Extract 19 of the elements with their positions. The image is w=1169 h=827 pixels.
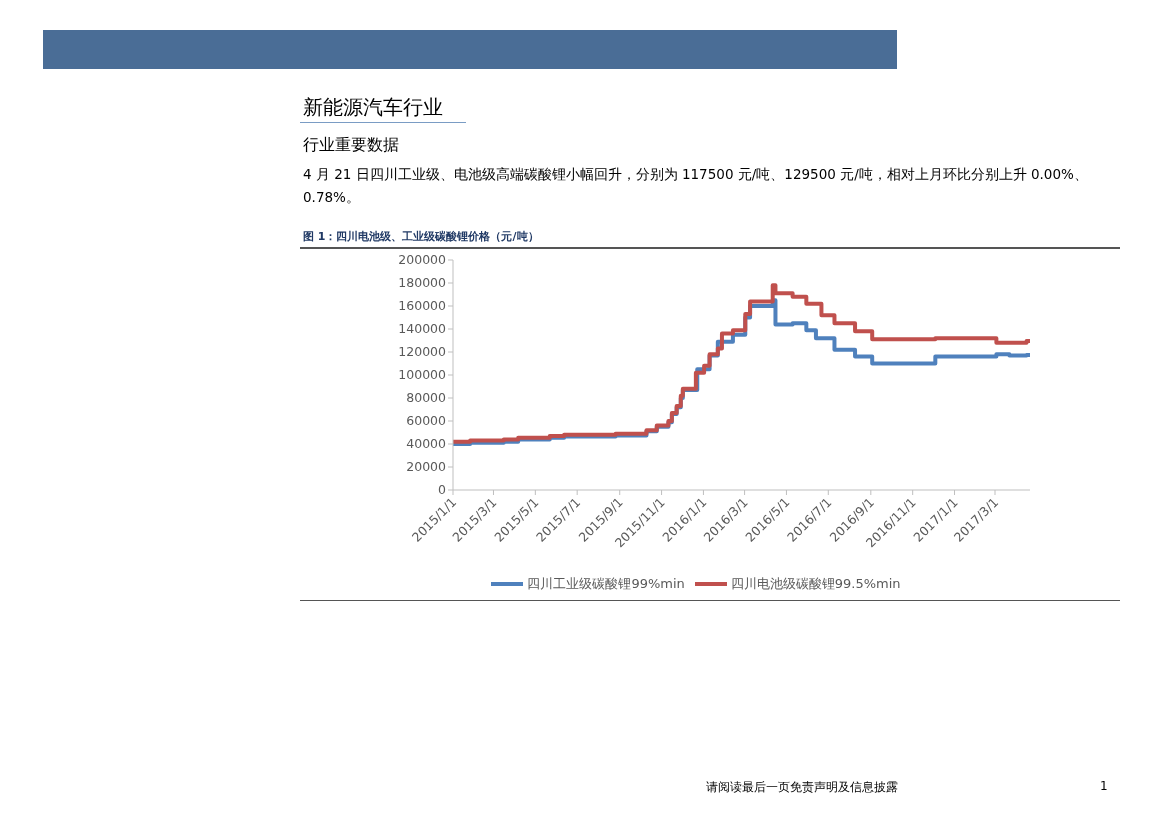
text: 4 月 21 日四川工业级、电池级高端碳酸锂小幅回升，分别为 117500 元/吨、129500 元/吨，相对上月环比分别上升 0.00%、0.78%。 xyxy=(303,165,1089,207)
text: 请阅读最后一页免责声明及信息披露 xyxy=(706,779,898,796)
y-tick-label: 0 xyxy=(438,482,447,498)
y-tick-label: 180000 xyxy=(398,275,447,291)
text: 新能源汽车行业 xyxy=(303,94,443,121)
text: 行业重要数据 xyxy=(303,135,399,156)
y-tick-label: 120000 xyxy=(398,344,447,360)
legend-label: 四川电池级碳酸锂99.5%min xyxy=(730,575,901,591)
y-tick-label: 160000 xyxy=(398,298,447,314)
y-tick-label: 80000 xyxy=(406,390,447,406)
y-tick-label: 40000 xyxy=(406,436,447,452)
chart-title: 图 1：四川电池级、工业级碳酸锂价格（元/吨） xyxy=(303,229,539,244)
y-tick-label: 60000 xyxy=(406,413,447,429)
legend-label: 四川工业级碳酸锂99%min xyxy=(527,575,685,591)
y-tick-label: 100000 xyxy=(398,367,447,383)
text: 1 xyxy=(1100,779,1108,793)
y-tick-label: 20000 xyxy=(406,459,447,475)
y-tick-label: 200000 xyxy=(398,252,447,268)
y-tick-label: 140000 xyxy=(398,321,447,337)
